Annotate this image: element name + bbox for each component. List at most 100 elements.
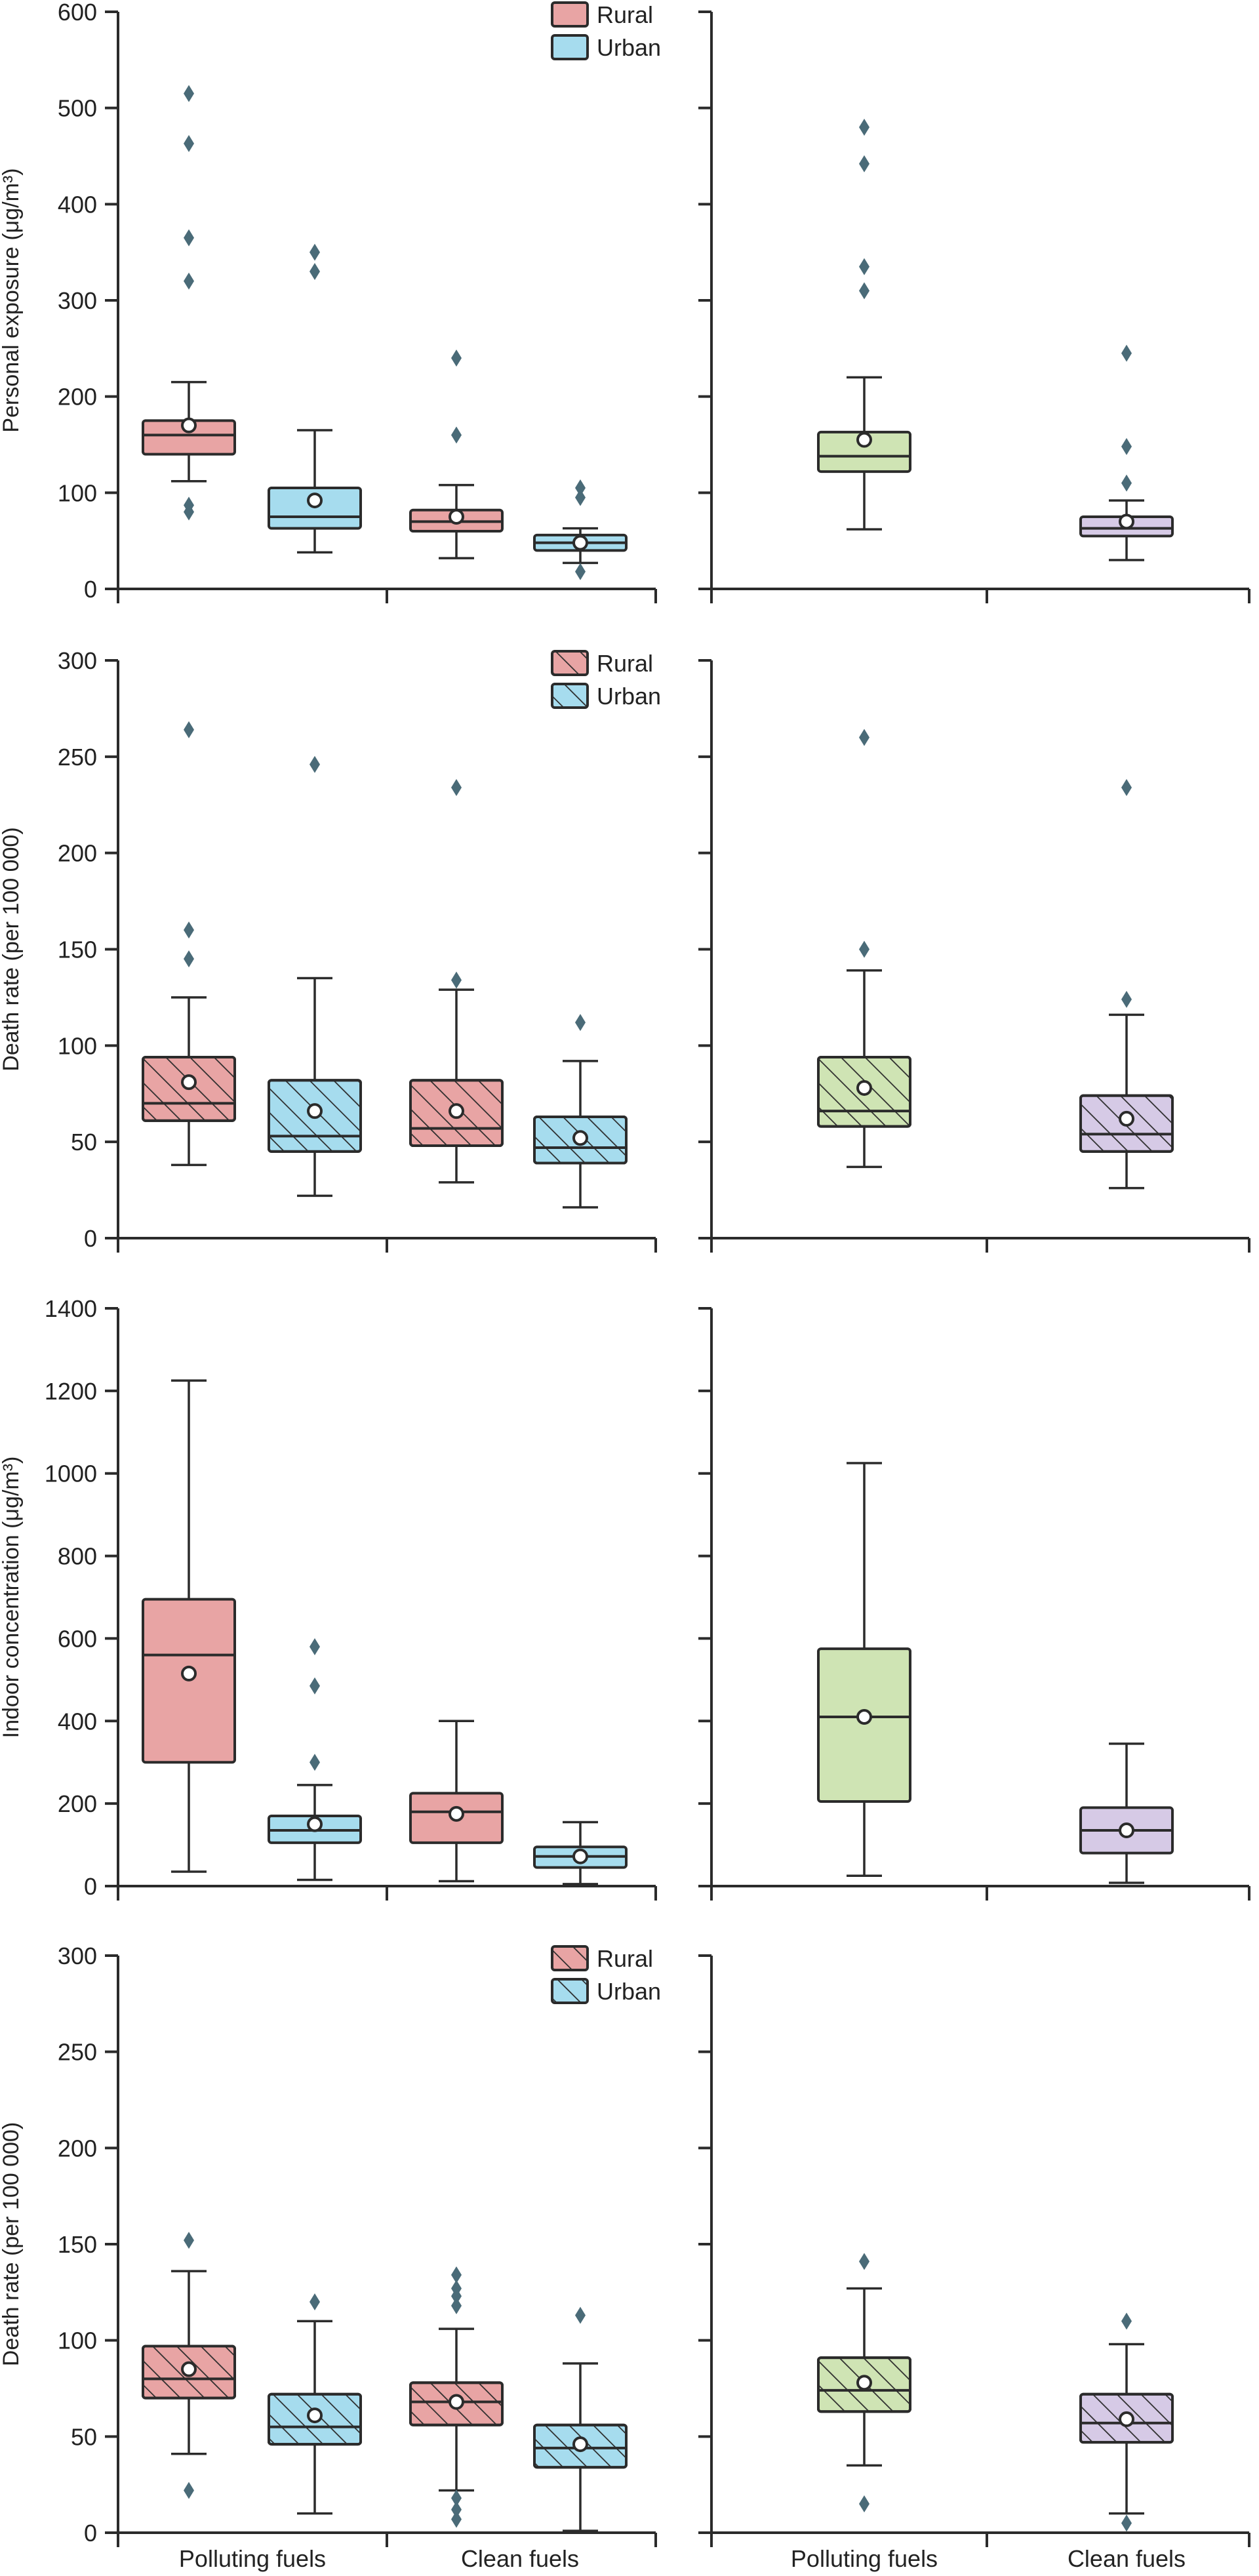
y-tick-label: 250: [58, 2039, 97, 2066]
iqr-box: [817, 1647, 911, 1803]
mean-marker: [307, 1816, 323, 1832]
outlier-point: [184, 721, 194, 738]
legend-swatch-hatch: [552, 651, 588, 675]
outlier-point: [1121, 990, 1132, 1008]
mean-marker: [856, 1079, 872, 1096]
x-category-label-clean-fuels: Clean fuels: [461, 2545, 579, 2572]
y-tick-label: 1400: [45, 1295, 97, 1322]
y-tick-label: 500: [58, 95, 97, 122]
outlier-point: [859, 2253, 869, 2270]
outlier-point: [575, 479, 586, 496]
y-tick-label: 150: [58, 936, 97, 963]
outlier-point: [451, 778, 462, 796]
outlier-point: [310, 755, 320, 773]
y-axis-title: Death rate (per 100 000): [0, 2122, 24, 2366]
outlier-point: [184, 134, 194, 152]
outlier-point: [451, 2489, 462, 2507]
outlier-point: [451, 2510, 462, 2528]
mean-marker: [181, 2361, 197, 2377]
mean-marker: [181, 1665, 197, 1681]
mean-marker: [572, 1130, 588, 1146]
box-urban-polluting-fuels: [268, 1638, 362, 1882]
outlier-point: [575, 2306, 586, 2324]
mean-marker: [307, 1103, 323, 1119]
outlier-point: [310, 1754, 320, 1771]
mean-marker: [181, 417, 197, 433]
mean-marker: [307, 493, 323, 509]
y-axis-title: Indoor concentration (μg/m³): [0, 1457, 24, 1739]
outlier-point: [184, 2482, 194, 2499]
box-overall-polluting-fuels: [817, 2253, 911, 2512]
y-tick-label: 200: [58, 840, 97, 867]
y-tick-label: 300: [58, 287, 97, 314]
y-tick-label: 0: [84, 576, 97, 603]
chart-panel-3: 0 200 400 600 800 1000 1200 1400 Indoor concentr…: [0, 1295, 1250, 1901]
outlier-point: [184, 921, 194, 939]
y-tick-label: 0: [84, 1873, 97, 1900]
mean-marker: [449, 1805, 464, 1822]
box-overall-clean-fuels: [1079, 778, 1174, 1190]
outlier-point: [451, 426, 462, 444]
chart-panel-1: 0 100 200 300 400 500 600 Personal exposure (μg…: [0, 0, 1250, 603]
mean-marker: [1119, 1822, 1134, 1839]
x-category-label-clean-fuels: Clean fuels: [1068, 2545, 1186, 2572]
outlier-point: [859, 119, 869, 136]
box-urban-polluting-fuels: [268, 2293, 362, 2515]
outlier-point: [184, 85, 194, 102]
outlier-point: [1121, 437, 1132, 455]
outlier-point: [575, 1014, 586, 1032]
box-urban-clean-fuels: [533, 479, 628, 580]
outlier-point: [451, 2280, 462, 2297]
box-overall-clean-fuels: [1079, 344, 1174, 561]
outlier-point: [575, 563, 586, 580]
y-tick-label: 0: [84, 2520, 97, 2546]
outlier-point: [451, 2266, 462, 2284]
y-tick-label: 100: [58, 2327, 97, 2354]
outlier-point: [859, 940, 869, 958]
mean-marker: [856, 1708, 872, 1725]
box-overall-polluting-fuels: [817, 119, 911, 531]
outlier-point: [1121, 2514, 1132, 2532]
box-urban-clean-fuels: [533, 1014, 628, 1209]
box-overall-polluting-fuels: [817, 729, 911, 1169]
outlier-point: [184, 496, 194, 514]
outlier-point: [184, 272, 194, 290]
outlier-point: [1121, 778, 1132, 796]
outlier-point: [1121, 344, 1132, 362]
x-category-label-polluting-fuels: Polluting fuels: [791, 2545, 938, 2572]
y-tick-label: 400: [58, 1708, 97, 1735]
chart-panel-2: 0 50 100 150 200 250 300 Death rate (per 100 00…: [0, 647, 1250, 1253]
legend-label-rural: Rural: [597, 650, 653, 677]
mean-marker: [449, 1103, 464, 1119]
mean-marker: [572, 2436, 588, 2453]
legend-swatch-hatch: [552, 684, 588, 708]
outlier-point: [451, 971, 462, 989]
y-tick-label: 150: [58, 2231, 97, 2258]
y-tick-label: 400: [58, 191, 97, 218]
outlier-point: [451, 350, 462, 367]
y-tick-label: 100: [58, 1032, 97, 1059]
box-rural-clean-fuels: [409, 778, 504, 1184]
outlier-point: [575, 489, 586, 506]
box-overall-clean-fuels: [1079, 2312, 1174, 2532]
legend-label-urban: Urban: [597, 1978, 661, 2005]
mean-marker: [856, 2375, 872, 2391]
legend-swatch-hatch: [552, 1979, 588, 2003]
mean-marker: [1119, 513, 1134, 530]
outlier-point: [859, 258, 869, 275]
y-tick-label: 300: [58, 647, 97, 674]
mean-marker: [181, 1074, 197, 1091]
outlier-point: [310, 263, 320, 280]
outlier-point: [859, 2495, 869, 2512]
outlier-point: [1121, 2312, 1132, 2330]
mean-marker: [449, 509, 464, 525]
mean-marker: [572, 534, 588, 551]
y-tick-label: 600: [58, 1625, 97, 1652]
outlier-point: [184, 950, 194, 968]
mean-marker: [1119, 2411, 1134, 2427]
legend-label-urban: Urban: [597, 683, 661, 710]
outlier-point: [184, 2232, 194, 2249]
legend-label-rural: Rural: [597, 1945, 653, 1972]
y-tick-label: 1000: [45, 1460, 97, 1487]
y-tick-label: 200: [58, 2135, 97, 2162]
